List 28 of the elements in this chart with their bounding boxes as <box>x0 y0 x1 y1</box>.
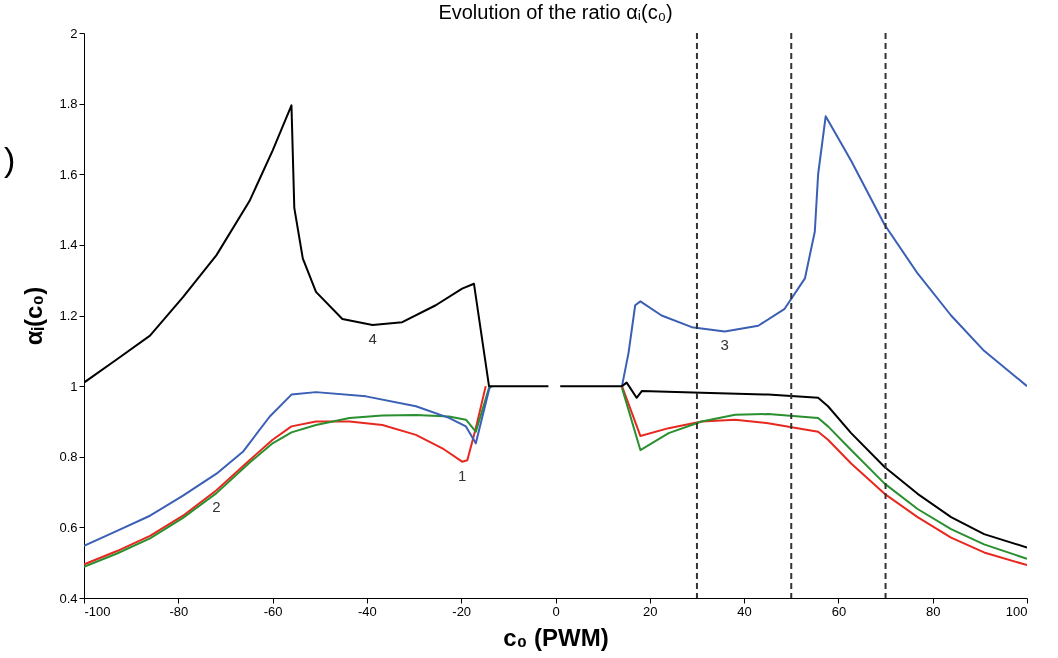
x-tick-label: 80 <box>925 603 941 619</box>
x-tick-label: -80 <box>169 603 189 619</box>
y-tick-label: 0.8 <box>59 449 78 465</box>
x-tick-label: 0 <box>552 603 560 619</box>
y-tick-label: 1 <box>70 378 78 394</box>
annotation: 1 <box>457 466 467 484</box>
x-tick-label: -20 <box>452 603 472 619</box>
x-tick-label: 40 <box>737 603 752 619</box>
text: ) <box>4 140 16 179</box>
annotation: 4 <box>368 330 377 348</box>
x-tick-label: -100 <box>84 603 111 619</box>
x-tick-label: 20 <box>643 603 658 619</box>
y-tick-label: 0.6 <box>59 519 78 535</box>
y-tick-label: 1.4 <box>59 237 78 253</box>
y-tick-label: 1.8 <box>59 96 78 112</box>
x-tick-label: -60 <box>263 603 283 619</box>
x-tick-label: 100 <box>1005 603 1028 619</box>
y-tick-label: 0.4 <box>59 590 78 606</box>
y-axis-title: αᵢ(c₀) <box>20 286 48 346</box>
annotation: 2 <box>212 498 221 516</box>
y-tick-label: 1.2 <box>59 308 78 323</box>
y-tick-label: 1.6 <box>59 166 78 182</box>
y-tick-label: 2 <box>70 25 78 41</box>
x-tick-label: 60 <box>831 603 847 619</box>
x-axis-title: c₀ (PWM) <box>503 623 609 651</box>
annotation: 3 <box>720 336 729 354</box>
x-tick-label: -40 <box>358 603 377 619</box>
chart-title: Evolution of the ratio αᵢ(c₀) <box>438 1 673 23</box>
